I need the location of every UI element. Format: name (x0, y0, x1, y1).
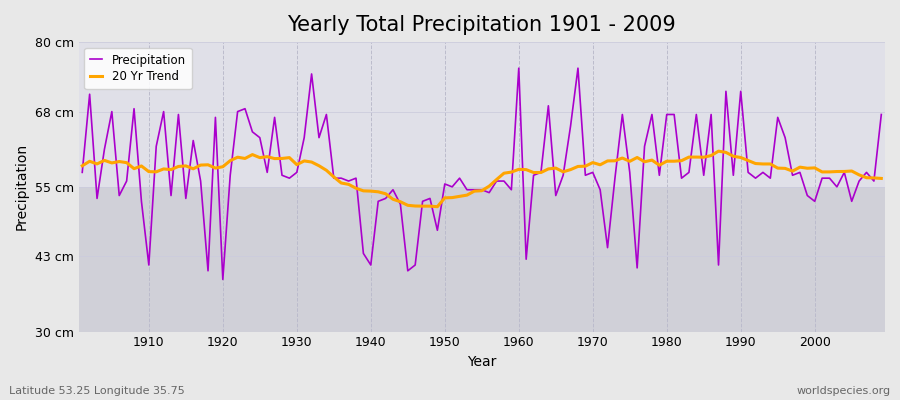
Title: Yearly Total Precipitation 1901 - 2009: Yearly Total Precipitation 1901 - 2009 (287, 15, 676, 35)
20 Yr Trend (521, 167, 532, 172)
Precipitation (218, 277, 229, 282)
20 Yr Trend (76, 163, 87, 168)
20 Yr Trend (513, 167, 524, 172)
20 Yr Trend (876, 176, 886, 181)
X-axis label: Year: Year (467, 355, 497, 369)
20 Yr Trend (609, 158, 620, 163)
Text: Latitude 53.25 Longitude 35.75: Latitude 53.25 Longitude 35.75 (9, 386, 184, 396)
Y-axis label: Precipitation: Precipitation (15, 143, 29, 230)
Precipitation (616, 112, 627, 117)
Legend: Precipitation, 20 Yr Trend: Precipitation, 20 Yr Trend (85, 48, 192, 89)
20 Yr Trend (299, 158, 310, 163)
Line: Precipitation: Precipitation (82, 68, 881, 280)
Precipitation (513, 66, 524, 70)
Line: 20 Yr Trend: 20 Yr Trend (82, 151, 881, 207)
20 Yr Trend (343, 182, 354, 187)
Precipitation (136, 199, 147, 204)
20 Yr Trend (432, 204, 443, 209)
Precipitation (521, 257, 532, 262)
20 Yr Trend (713, 149, 724, 154)
Bar (78, 187, 885, 332)
20 Yr Trend (136, 164, 147, 168)
Precipitation (876, 112, 886, 117)
Precipitation (528, 173, 539, 178)
Precipitation (306, 72, 317, 76)
Text: worldspecies.org: worldspecies.org (796, 386, 891, 396)
Precipitation (76, 170, 87, 175)
Precipitation (351, 176, 362, 180)
